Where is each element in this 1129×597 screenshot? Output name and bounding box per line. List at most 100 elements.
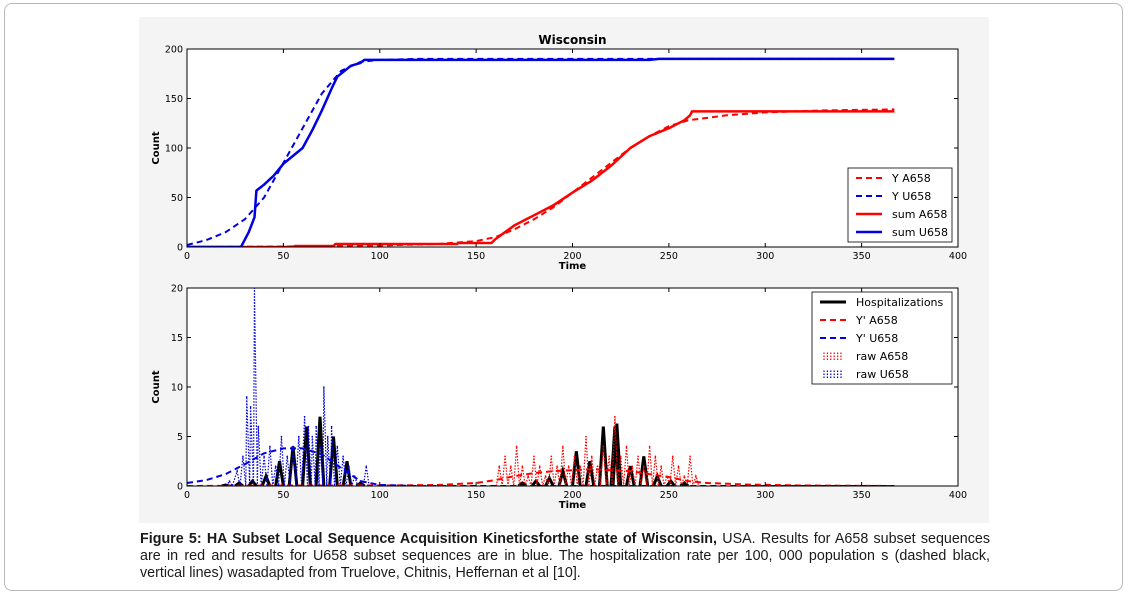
spike-point — [342, 455, 344, 458]
spike-point — [643, 465, 645, 468]
spike-point — [608, 455, 610, 458]
data-layer — [187, 57, 895, 247]
series-sum-a658 — [187, 110, 895, 247]
spike-point — [533, 455, 535, 458]
spike-point — [510, 465, 512, 468]
y-tick-label: 10 — [171, 383, 183, 394]
spike-point — [307, 425, 310, 428]
y-tick-label: 5 — [177, 432, 183, 443]
spike-point — [550, 455, 553, 458]
spike-point — [319, 445, 321, 448]
x-tick-label: 50 — [277, 251, 289, 262]
y-tick-label: 50 — [171, 193, 183, 204]
hospitalization-pulse — [597, 426, 609, 486]
x-tick-label: 250 — [660, 490, 678, 501]
spike-point — [498, 465, 501, 468]
x-tick-label: 0 — [184, 490, 190, 501]
hospitalization-pulse — [665, 478, 676, 486]
spike-point — [292, 445, 294, 448]
spike-point — [567, 465, 570, 468]
series-raw-u658 — [225, 288, 370, 486]
spike-point — [614, 415, 616, 418]
spike-point — [365, 465, 368, 468]
hospitalization-pulse — [274, 461, 285, 486]
legend: Y A658 Y U658 sum A658 sum U658 — [847, 167, 953, 243]
y-tick-label: 20 — [171, 284, 183, 295]
spike-point — [269, 445, 271, 448]
spike-point — [619, 455, 622, 458]
legend-entry-y-u658: Y U658 — [856, 190, 931, 203]
spike-point — [625, 445, 628, 448]
series-y-a658 — [187, 108, 895, 247]
spike-point — [326, 435, 329, 438]
x-tick-label: 350 — [853, 490, 871, 501]
spike-point — [286, 455, 289, 458]
legend-label: Y' A658 — [855, 314, 898, 327]
spike-point — [521, 465, 524, 468]
spike-point — [245, 396, 248, 398]
spike-point — [336, 445, 339, 448]
spike-point — [504, 455, 506, 458]
figure-frame — [4, 3, 1123, 591]
spike-point — [323, 386, 325, 388]
legend-label: Y A658 — [891, 172, 931, 185]
spike-point — [671, 455, 674, 458]
legend-label: raw A658 — [856, 350, 908, 363]
spike-point — [311, 435, 314, 438]
y-tick-label: 0 — [177, 243, 183, 254]
x-tick-label: 400 — [949, 251, 967, 262]
spike-point — [596, 465, 599, 468]
legend-label: Y' U658 — [855, 332, 898, 345]
x-axis-label: Time — [559, 261, 587, 272]
spike-point — [236, 470, 238, 472]
series-raw-a658 — [495, 415, 700, 486]
series-y-u658 — [187, 447, 895, 486]
spike-point — [348, 465, 350, 468]
legend-entry-y-a658: Y' A658 — [820, 314, 898, 327]
spike-point — [303, 415, 306, 418]
spike-point — [585, 435, 587, 438]
x-tick-label: 0 — [184, 251, 190, 262]
x-tick-label: 150 — [467, 251, 485, 262]
spike-point — [538, 465, 541, 468]
legend-label: Hospitalizations — [856, 296, 944, 309]
legend-key — [823, 370, 842, 378]
legend-entry-sum-a658: sum A658 — [856, 208, 947, 221]
x-tick-label: 200 — [563, 251, 581, 262]
y-axis-label: Count — [151, 370, 162, 403]
spike-point — [315, 425, 317, 428]
caption-title: Figure 5: HA Subset Local Sequence Acqui… — [140, 531, 718, 547]
spike-point — [274, 465, 277, 468]
figure-caption: Figure 5: HA Subset Local Sequence Acqui… — [140, 531, 990, 582]
spike-point — [602, 445, 605, 448]
spike-point — [573, 455, 576, 458]
spike-point — [242, 455, 244, 458]
spike-point — [249, 406, 252, 408]
spike-point — [590, 455, 593, 458]
spike-point — [579, 465, 582, 468]
hospitalization-pulse — [624, 465, 636, 486]
x-tick-label: 300 — [756, 251, 774, 262]
x-tick-label: 200 — [563, 490, 581, 501]
spike-point — [228, 480, 231, 482]
spike-point — [556, 465, 558, 468]
spike-point — [527, 475, 529, 477]
spike-point — [515, 445, 518, 448]
spike-point — [562, 445, 564, 448]
x-tick-label: 100 — [371, 251, 389, 262]
legend-entry-y-a658: Y A658 — [856, 172, 931, 185]
legend-label: Y U658 — [891, 190, 931, 203]
y-tick-label: 100 — [165, 144, 183, 155]
y-tick-label: 15 — [171, 333, 183, 344]
x-tick-label: 350 — [853, 251, 871, 262]
spike-point — [280, 435, 283, 438]
spike-point — [263, 455, 265, 458]
legend: Hospitalizations Y' A658 Y' U658 raw A658 ra… — [811, 291, 953, 385]
hospitalization-pulse — [584, 461, 596, 486]
legend-label: sum A658 — [892, 208, 947, 221]
spike-point — [544, 475, 547, 477]
chart-2: 0 50 100 150 200 250 300 350 400 0 5 10 15 20 Time Coun… — [151, 284, 967, 512]
spike-point — [648, 445, 651, 448]
legend-key — [823, 352, 842, 360]
